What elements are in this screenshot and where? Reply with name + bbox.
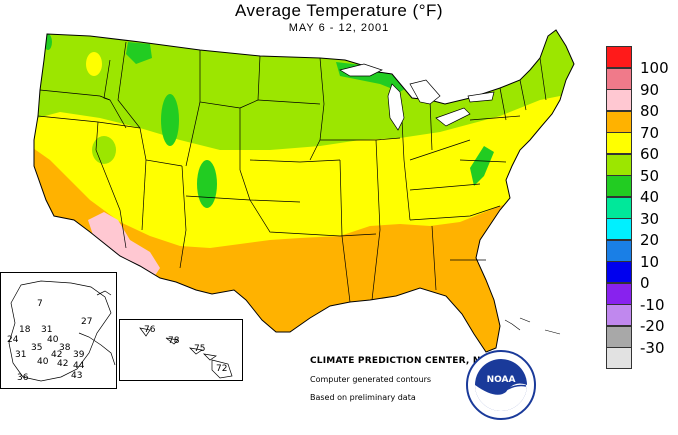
legend-swatch [606, 347, 632, 369]
legend-swatch [606, 218, 632, 240]
credit-note-contours: Computer generated contours [310, 375, 432, 384]
legend-swatch [606, 282, 632, 305]
alaska-value: 31 [41, 325, 53, 335]
legend-entry: 50 [606, 153, 678, 184]
alaska-value: 31 [15, 350, 27, 360]
legend-swatch [606, 46, 632, 68]
legend-label: -30 [640, 338, 665, 357]
legend-label: 70 [640, 123, 660, 142]
alaska-inset: 7 27 18 31 24 40 35 38 31 42 39 40 42 44… [0, 272, 117, 389]
legend-entry: 30 [606, 196, 678, 227]
alaska-value: 42 [51, 350, 63, 360]
legend-swatch [606, 175, 632, 197]
alaska-value: 7 [37, 299, 43, 309]
legend-swatch [606, 132, 632, 154]
map-subtitle: MAY 6 - 12, 2001 [288, 22, 390, 34]
alaska-value: 27 [81, 317, 93, 327]
legend-entry: 10 [606, 239, 678, 270]
coastline-details [504, 317, 561, 335]
alaska-value: 24 [7, 335, 19, 345]
noaa-logo: NOAA [466, 350, 536, 420]
hawaii-inset: 76 78 75 72 [119, 319, 243, 381]
legend-swatch [606, 304, 632, 326]
legend-swatch [606, 196, 632, 219]
hawaii-value: 75 [194, 344, 206, 354]
alaska-value: 18 [19, 325, 31, 335]
alaska-value: 44 [73, 361, 85, 371]
legend-label: 20 [640, 231, 660, 249]
legend-entry: 70 [606, 110, 678, 141]
alaska-value: 36 [17, 373, 29, 383]
legend-label: 50 [640, 166, 660, 185]
alaska-outline [8, 280, 116, 382]
legend-entry: 90 [606, 67, 678, 98]
legend-entry [606, 347, 678, 369]
legend-swatch [606, 239, 632, 262]
legend-swatch [606, 89, 632, 111]
alaska-value: 42 [57, 359, 69, 369]
alaska-value: 40 [47, 335, 59, 345]
alaska-value: 35 [31, 343, 43, 353]
hawaii-outline [139, 327, 233, 379]
legend-label: 60 [640, 145, 660, 163]
alaska-value: 40 [37, 357, 49, 367]
hawaii-value: 78 [168, 336, 180, 346]
alaska-value: 39 [73, 350, 85, 360]
legend-entry: 80 [606, 89, 678, 119]
legend-entry: -30 [606, 325, 678, 356]
legend-entry: 40 [606, 175, 678, 205]
legend-swatch [606, 110, 632, 133]
legend-label: 80 [640, 102, 660, 120]
hawaii-value: 72 [216, 364, 228, 374]
legend-swatch [606, 153, 632, 176]
legend-entry: 100 [606, 46, 678, 76]
legend-label: -10 [640, 295, 665, 314]
great-lakes [339, 63, 495, 131]
legend-entry: -20 [606, 304, 678, 334]
credit-note-data: Based on preliminary data [310, 393, 416, 402]
credit-agency: CLIMATE PREDICTION CENTER, NOAA [310, 356, 503, 366]
legend-label: 30 [640, 209, 660, 228]
legend-swatch [606, 325, 632, 348]
legend-swatch [606, 67, 632, 90]
legend-entry: 60 [606, 132, 678, 162]
legend-entry: 20 [606, 218, 678, 248]
legend-swatch [606, 261, 632, 283]
alaska-value: 38 [59, 343, 71, 353]
alaska-value: 43 [71, 371, 83, 381]
legend-label: 10 [640, 252, 660, 271]
legend-label: 0 [640, 274, 650, 292]
noaa-logo-text: NOAA [487, 375, 516, 385]
hawaii-value: 76 [144, 325, 156, 335]
map-title: Average Temperature (°F) [234, 1, 444, 20]
legend-label: 100 [640, 59, 669, 77]
legend-entry: -10 [606, 282, 678, 313]
legend-label: 40 [640, 188, 660, 206]
legend-entry: 0 [606, 261, 678, 291]
legend-label: -20 [640, 317, 665, 335]
legend-label: 90 [640, 80, 660, 99]
